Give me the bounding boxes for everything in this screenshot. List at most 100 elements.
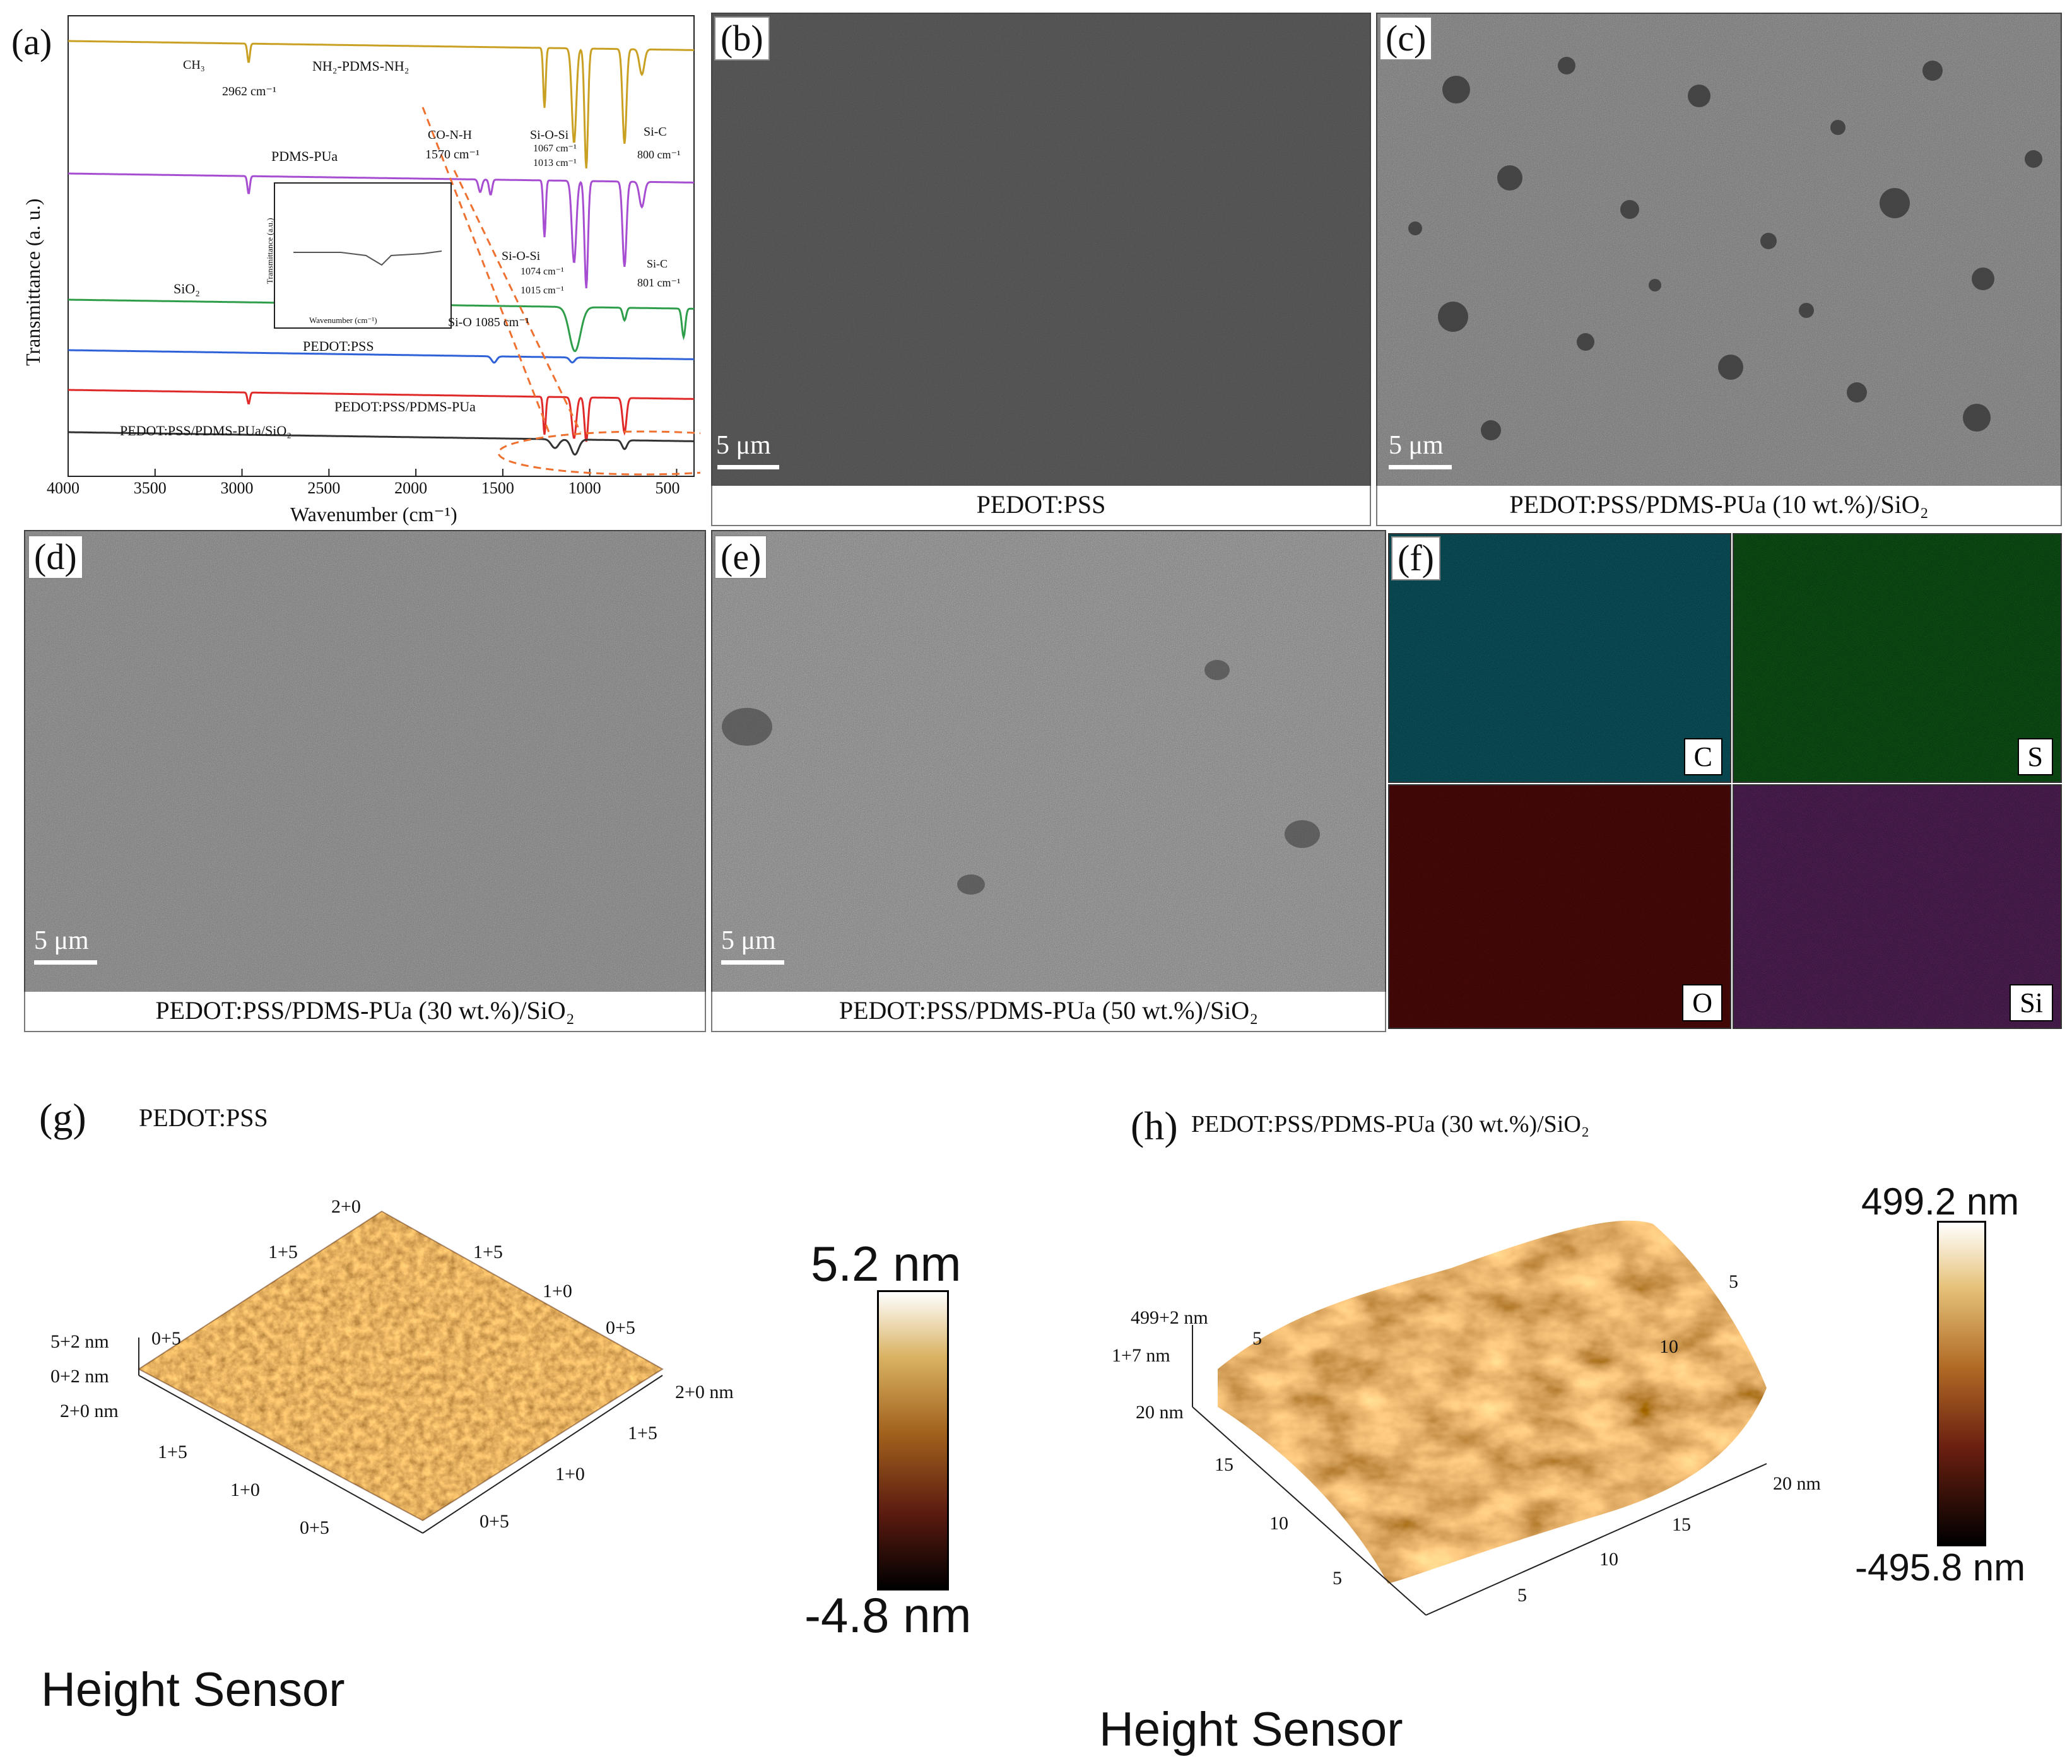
eds-label-si: Si xyxy=(2010,984,2053,1021)
ftir-xlabel: Wavenumber (cm⁻¹) xyxy=(290,503,457,526)
afm-h-surface-plot: 499+2 nm 1+7 nm 20 nm 15 10 5 20 nm 15 1… xyxy=(1098,1199,1842,1640)
panel-label-e: (e) xyxy=(714,535,768,579)
scale-bar-b xyxy=(717,465,779,469)
annot-siosi-2: Si-O-Si xyxy=(502,249,541,263)
afm-g-axisright-1: 1+5 xyxy=(628,1423,657,1444)
ftir-series-line xyxy=(68,389,694,442)
afm-h-colorbar-min: -495.8 nm xyxy=(1855,1546,2026,1589)
afm-h-axisright-3: 5 xyxy=(1517,1585,1527,1606)
annot-801: 801 cm⁻¹ xyxy=(637,276,681,289)
afm-g-axisright-3: 0+5 xyxy=(480,1511,509,1532)
afm-h-axisleft-0: 20 nm xyxy=(1136,1402,1184,1423)
afm-g-axisback-3: 1+5 xyxy=(473,1242,503,1262)
ftir-xtick-label: 2000 xyxy=(394,479,428,497)
annot-1015: 1015 cm⁻¹ xyxy=(521,285,564,296)
annot-sic-2: Si-C xyxy=(647,257,668,270)
scale-text-c: 5 μm xyxy=(1389,431,1444,460)
afm-h-axisright-0: 20 nm xyxy=(1773,1473,1821,1494)
annot-ch3: CH₃ xyxy=(183,58,205,72)
ftir-plot-frame xyxy=(68,15,695,477)
series-label-pedot-pua-sio2: PEDOT:PSS/PDMS-PUa/SiO₂ xyxy=(120,423,291,438)
ftir-series-line xyxy=(68,349,694,364)
afm-g-axisback-5: 0+5 xyxy=(606,1317,635,1338)
afm-h-zlabel-bottom: 1+7 nm xyxy=(1112,1345,1170,1366)
ftir-series-line xyxy=(68,40,694,169)
ftir-xtick-label: 500 xyxy=(655,479,680,497)
sem-texture-b xyxy=(712,14,1370,486)
afm-h-colorbar xyxy=(1937,1221,1986,1546)
afm-g-axisright-0: 2+0 nm xyxy=(675,1382,734,1402)
panel-b-sem-image: 5 μm xyxy=(711,13,1371,487)
annot-siosi-1: Si-O-Si xyxy=(530,128,569,142)
eds-map-si: Si xyxy=(1733,784,2062,1029)
highlight-ellipse xyxy=(497,430,700,476)
scale-text-b: 5 μm xyxy=(716,431,771,460)
afm-h-footer: Height Sensor xyxy=(1099,1703,1403,1756)
ftir-xtick-label: 3500 xyxy=(133,479,167,497)
panel-label-f: (f) xyxy=(1391,536,1440,580)
eds-label-c: C xyxy=(1683,738,1722,775)
afm-h-axisright-2: 10 xyxy=(1599,1549,1618,1570)
annot-1074: 1074 cm⁻¹ xyxy=(521,266,564,277)
ftir-xtick-label: 1000 xyxy=(568,479,601,497)
afm-h-axisback-2: 5 xyxy=(1729,1271,1738,1292)
afm-h-axisleft-1: 15 xyxy=(1215,1454,1233,1475)
panel-a-ftir-chart: (a) Transmittance (a. u.) Wavenumber (cm… xyxy=(11,13,700,526)
zoom-line-right xyxy=(453,170,582,433)
zoom-line-left xyxy=(421,107,550,433)
annot-800: 800 cm⁻¹ xyxy=(637,148,681,161)
annot-1067: 1067 cm⁻¹ xyxy=(533,143,577,154)
scale-bar-c xyxy=(1389,465,1452,469)
panel-label-h: (h) xyxy=(1131,1103,1178,1148)
afm-g-axisleft-1: 1+5 xyxy=(158,1442,187,1462)
afm-h-axisback-1: 10 xyxy=(1659,1336,1678,1357)
inset-spectrum xyxy=(293,250,442,266)
afm-g-colorbar-max: 5.2 nm xyxy=(811,1236,962,1291)
ftir-ylabel: Transmittance (a. u.) xyxy=(21,198,44,366)
afm-g-title: PEDOT:PSS xyxy=(139,1103,268,1132)
afm-g-footer: Height Sensor xyxy=(41,1663,345,1717)
afm-g-colorbar xyxy=(877,1290,949,1591)
panel-c-sem-image: 5 μm xyxy=(1376,13,2062,487)
eds-map-c: C xyxy=(1388,533,1731,783)
ftir-xtick-label: 2500 xyxy=(307,479,341,497)
scale-text-e: 5 μm xyxy=(721,926,776,955)
afm-g-axisback-0: 0+5 xyxy=(151,1328,181,1349)
panel-label-b: (b) xyxy=(714,16,770,61)
panel-e-sem-image: 5 μm xyxy=(711,530,1386,993)
afm-g-axisback-2: 2+0 xyxy=(331,1196,361,1217)
afm-h-axisright-1: 15 xyxy=(1672,1514,1691,1535)
panel-label-a: (a) xyxy=(11,21,52,62)
afm-h-title: PEDOT:PSS/PDMS-PUa (30 wt.%)/SiO₂ xyxy=(1191,1111,1590,1138)
sem-texture-c xyxy=(1377,14,2061,486)
annot-1013: 1013 cm⁻¹ xyxy=(533,158,577,168)
caption-b: PEDOT:PSS xyxy=(711,486,1371,526)
afm-h-axisleft-3: 5 xyxy=(1333,1568,1342,1589)
panel-f-eds-maps: C S O Si xyxy=(1388,533,2062,1029)
series-label-nh2-pdms: NH₂-PDMS-NH₂ xyxy=(312,58,409,74)
inset-xlabel: Wavenumber (cm⁻¹) xyxy=(309,315,377,325)
annot-1570: 1570 cm⁻¹ xyxy=(425,148,480,162)
afm-h-colorbar-max: 499.2 nm xyxy=(1861,1180,2020,1223)
afm-h-axisleft-2: 10 xyxy=(1269,1513,1288,1534)
eds-map-s: S xyxy=(1733,533,2062,783)
ftir-xtick-label: 3000 xyxy=(220,479,254,497)
afm-g-axisback-4: 1+0 xyxy=(543,1281,572,1302)
afm-h-axisback-0: 5 xyxy=(1252,1328,1262,1349)
afm-g-axisleft-0: 2+0 nm xyxy=(60,1401,119,1421)
ftir-xtick-label: 1500 xyxy=(481,479,514,497)
series-label-pdms-pua: PDMS-PUa xyxy=(271,148,338,164)
afm-g-axisright-2: 1+0 xyxy=(555,1464,585,1485)
annot-sio: Si-O 1085 cm⁻¹ xyxy=(448,315,529,329)
afm-g-axisback-1: 1+5 xyxy=(268,1242,298,1262)
afm-g-axisleft-3: 0+5 xyxy=(300,1517,329,1538)
afm-g-surface-plot: 5+2 nm 0+2 nm 2+0 nm 1+5 1+0 0+5 2+0 nm … xyxy=(38,1192,770,1558)
afm-g-axisleft-2: 1+0 xyxy=(230,1479,260,1500)
annot-conh: CO-N-H xyxy=(428,128,472,142)
annot-2962: 2962 cm⁻¹ xyxy=(222,85,276,98)
afm-g-colorbar-min: -4.8 nm xyxy=(804,1587,972,1643)
sem-texture-e xyxy=(712,531,1385,992)
scale-bar-e xyxy=(721,960,784,965)
eds-label-o: O xyxy=(1682,984,1722,1021)
caption-d: PEDOT:PSS/PDMS-PUa (30 wt.%)/SiO₂ xyxy=(24,992,706,1032)
